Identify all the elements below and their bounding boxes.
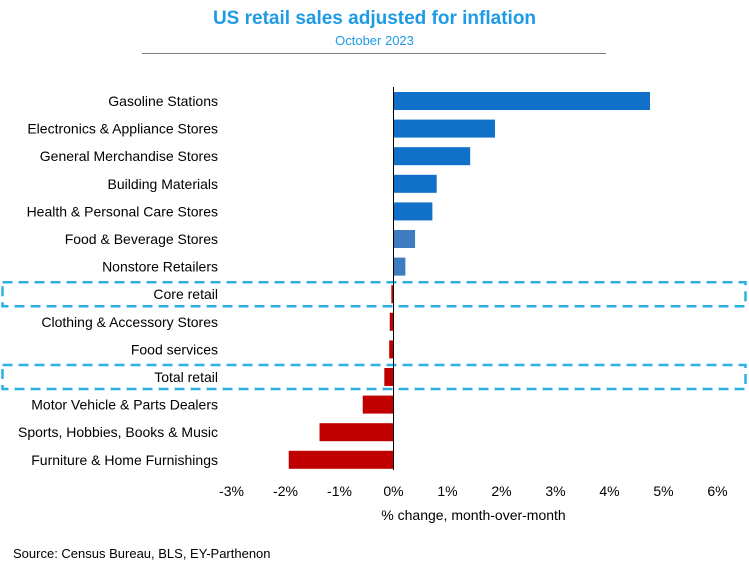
x-tick-label: 0% [383,483,403,499]
bar [393,119,496,138]
category-label: Building Materials [108,176,219,192]
category-label: General Merchandise Stores [40,148,218,164]
source-note: Source: Census Bureau, BLS, EY-Parthenon [13,546,271,561]
highlight-box [1,363,747,391]
category-label: Total retail [154,369,218,385]
bar [391,285,394,304]
x-tick-label: -2% [273,483,298,499]
bar [393,92,650,110]
category-label: Food & Beverage Stores [65,231,218,247]
bar [393,230,416,248]
x-tick-label: 4% [599,483,619,499]
bar [288,450,394,469]
bar [319,423,394,442]
category-label: Electronics & Appliance Stores [27,121,218,137]
x-axis-title: % change, month-over-month [381,507,565,523]
bar [393,257,406,276]
chart-title: US retail sales adjusted for inflation [212,8,537,29]
category-label: Food services [131,341,218,357]
category-label: Motor Vehicle & Parts Dealers [31,397,218,413]
bar [389,340,394,359]
category-label: Core retail [153,286,218,302]
category-label: Gasoline Stations [108,93,218,109]
x-tick-label: 6% [707,483,727,499]
bar [393,147,471,166]
category-label: Clothing & Accessory Stores [41,314,218,330]
bar [389,312,394,331]
title-divider [142,53,606,54]
x-tick-label: -1% [327,483,352,499]
x-tick-label: -3% [219,483,244,499]
x-tick-label: 5% [653,483,673,499]
chart-subtitle: October 2023 [335,33,414,48]
highlight-box [1,280,747,308]
x-tick-label: 3% [545,483,565,499]
bar [393,174,437,193]
category-label: Furniture & Home Furnishings [31,452,218,468]
x-tick-label: 1% [437,483,457,499]
bar [384,368,394,386]
bar [393,202,433,221]
category-label: Health & Personal Care Stores [27,203,218,219]
x-tick-label: 2% [491,483,511,499]
category-label: Nonstore Retailers [102,259,218,275]
bar [362,395,394,414]
category-label: Sports, Hobbies, Books & Music [18,424,218,440]
